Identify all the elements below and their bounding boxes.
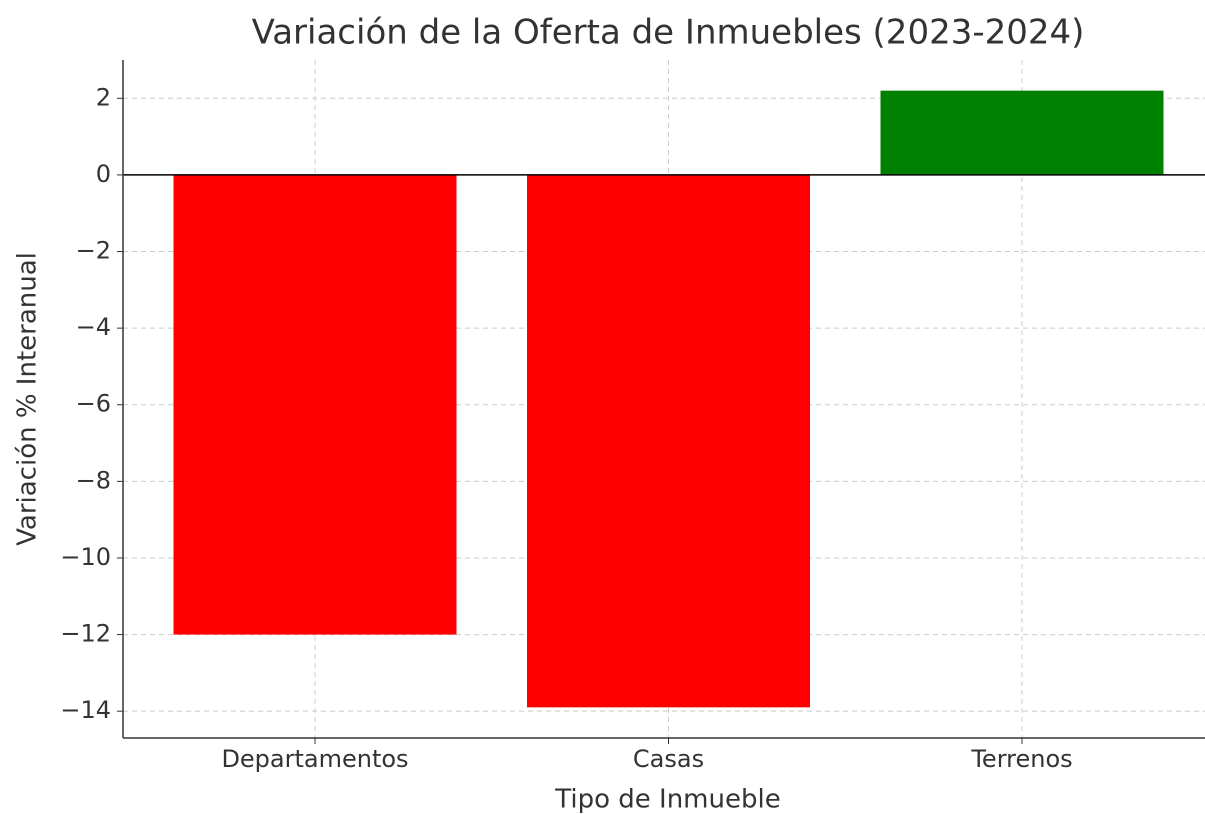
y-tick-label: 0 <box>96 160 111 188</box>
y-tick-label: −10 <box>60 543 111 571</box>
bar <box>173 174 457 635</box>
y-tick-label: −8 <box>76 466 111 494</box>
y-tick-label: 2 <box>96 83 111 111</box>
y-tick-label: −6 <box>76 390 111 418</box>
y-tick-label: −14 <box>60 696 111 724</box>
chart-title: Variación de la Oferta de Inmuebles (202… <box>252 13 1085 53</box>
x-tick-label: Casas <box>633 745 704 773</box>
y-tick-label: −4 <box>76 313 111 341</box>
y-tick-label: −12 <box>60 620 111 648</box>
x-axis-label: Tipo de Inmueble <box>554 785 780 814</box>
x-tick-label: Departamentos <box>221 745 408 773</box>
y-tick-label: −2 <box>76 237 111 265</box>
y-axis-label: Variación % Interanual <box>13 252 43 546</box>
bar <box>880 90 1164 175</box>
x-tick-label: Terrenos <box>970 745 1072 773</box>
bar <box>527 174 810 708</box>
